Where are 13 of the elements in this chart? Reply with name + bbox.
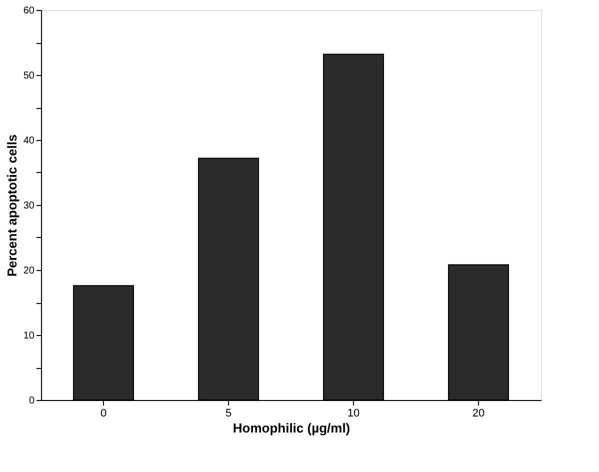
y-tick-label: 50 <box>23 70 35 82</box>
x-tick-label: 20 <box>472 408 485 420</box>
x-tick-label: 10 <box>347 408 360 420</box>
x-axis-title: Homophilic (µg/ml) <box>232 420 350 436</box>
y-tick-label: 30 <box>23 200 35 212</box>
y-tick-label: 40 <box>23 136 35 146</box>
y-tick-label: 0 <box>28 396 35 406</box>
x-tick-label: 0 <box>100 408 107 420</box>
x-tick-label: 5 <box>225 408 232 420</box>
y-tick-label: 60 <box>23 6 35 16</box>
y-tick-label: 10 <box>23 330 35 342</box>
y-tick-label: 20 <box>23 266 35 276</box>
y-axis-title: Percent apoptotic cells <box>4 134 20 277</box>
